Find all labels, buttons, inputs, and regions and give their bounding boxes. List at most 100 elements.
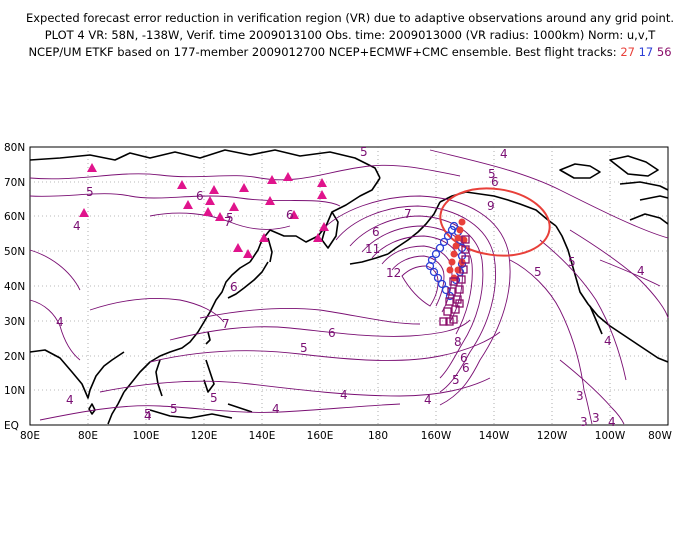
contour-label: 4 bbox=[424, 393, 432, 407]
raob-marker bbox=[233, 243, 243, 252]
contour-label: 4 bbox=[272, 402, 280, 416]
raob-marker bbox=[317, 190, 327, 199]
contour-labels: 4 5 6 7 4 5 6 6 5 4 4 5 5 6 7 9 11 12 8 … bbox=[56, 145, 645, 429]
contour-label: 3 bbox=[580, 415, 588, 429]
raob-marker bbox=[259, 233, 269, 242]
raob-marker bbox=[87, 163, 97, 172]
contour-label: 4 bbox=[56, 315, 64, 329]
map-frame bbox=[29, 146, 669, 426]
lon-tick-label: 120E bbox=[191, 430, 218, 442]
contour-label: 6 bbox=[460, 351, 468, 365]
contour-label: 4 bbox=[637, 264, 645, 278]
contour-label: 4 bbox=[66, 393, 74, 407]
contour-label: 5 bbox=[226, 211, 234, 225]
contour-label: 5 bbox=[210, 391, 218, 405]
raob-marker bbox=[229, 202, 239, 211]
flight-track-56 bbox=[439, 235, 470, 326]
raob-marker bbox=[203, 207, 213, 216]
raob-marker bbox=[183, 200, 193, 209]
contour-label: 5 bbox=[534, 265, 542, 279]
contour-label: 4 bbox=[340, 388, 348, 402]
contour-label: 5 bbox=[488, 167, 496, 181]
raob-marker bbox=[239, 183, 249, 192]
title-line-1: Expected forecast error reduction in ver… bbox=[25, 11, 675, 25]
raob-marker bbox=[177, 180, 187, 189]
lon-tick-label: 160E bbox=[307, 430, 334, 442]
raob-marker bbox=[317, 178, 327, 187]
contour-label: 4 bbox=[608, 415, 616, 429]
contour-label: 5 bbox=[170, 402, 178, 416]
title-block: Expected forecast error reduction in ver… bbox=[0, 10, 700, 61]
lon-tick-label: 80W bbox=[648, 430, 672, 442]
lon-tick-label: 80E bbox=[78, 430, 98, 442]
lon-tick-label: 120W bbox=[537, 430, 568, 442]
lon-tick-label: 100W bbox=[595, 430, 626, 442]
contour-lines bbox=[29, 149, 669, 425]
raob-marker bbox=[79, 208, 89, 217]
raob-marker bbox=[319, 222, 329, 231]
lat-tick-label: 10N bbox=[4, 385, 25, 397]
lat-tick-label: 30N bbox=[4, 316, 25, 328]
raob-marker bbox=[265, 196, 275, 205]
contour-label: 7 bbox=[404, 207, 412, 221]
contour-label: 6 bbox=[286, 208, 294, 222]
lat-tick-label: 50N bbox=[4, 246, 25, 258]
lat-tick-label: EQ bbox=[4, 420, 19, 432]
lon-tick-label: 140E bbox=[249, 430, 276, 442]
verification-region-circle bbox=[439, 187, 551, 257]
contour-label: 6 bbox=[491, 175, 499, 189]
title-line-2: PLOT 4 VR: 58N, -138W, Verif. time 20090… bbox=[44, 28, 656, 42]
contour-label: 5 bbox=[360, 145, 368, 159]
lat-tick-label: 60N bbox=[4, 211, 25, 223]
raob-marker bbox=[289, 210, 299, 219]
contour-label: 5 bbox=[300, 341, 308, 355]
contour-label: 6 bbox=[328, 326, 336, 340]
contour-label: 11 bbox=[365, 242, 380, 256]
contour-label: 8 bbox=[454, 335, 462, 349]
lat-tick-label: 70N bbox=[4, 177, 25, 189]
title-line-3-prefix: NCEP/UM ETKF based on 177-member 2009012… bbox=[28, 45, 617, 59]
contour-label: 12 bbox=[386, 266, 401, 280]
lon-tick-label: 140W bbox=[479, 430, 510, 442]
longitude-axis: 80E 80E 100E 120E 140E 160E 180 160W 140… bbox=[20, 430, 672, 442]
lat-tick-label: 20N bbox=[4, 351, 25, 363]
contour-label: 7 bbox=[224, 215, 232, 229]
contour-label: 4 bbox=[500, 147, 508, 161]
lon-tick-label: 80E bbox=[20, 430, 40, 442]
contour-label: 6 bbox=[372, 225, 380, 239]
contour-label: 4 bbox=[604, 334, 612, 348]
flight-track-17-label: 17 bbox=[638, 45, 654, 59]
contour-label: 6 bbox=[230, 280, 238, 294]
raob-marker bbox=[243, 249, 253, 258]
raob-marker bbox=[205, 196, 215, 205]
raob-marker bbox=[267, 175, 277, 184]
raob-marker bbox=[209, 185, 219, 194]
raob-marker bbox=[215, 212, 225, 221]
lat-tick-label: 80N bbox=[4, 142, 25, 154]
coastlines bbox=[29, 149, 669, 425]
contour-label: 4 bbox=[144, 409, 152, 423]
contour-label: 6 bbox=[196, 189, 204, 203]
lon-tick-label: 100E bbox=[133, 430, 160, 442]
raob-marker bbox=[283, 172, 293, 181]
contour-label: 5 bbox=[452, 373, 460, 387]
raob-marker bbox=[313, 233, 323, 242]
contour-label: 4 bbox=[73, 219, 81, 233]
raob-markers bbox=[79, 163, 329, 258]
contour-label: 7 bbox=[222, 317, 230, 331]
contour-label: 3 bbox=[592, 411, 600, 425]
contour-label: 5 bbox=[144, 407, 152, 421]
title-line-3: NCEP/UM ETKF based on 177-member 2009012… bbox=[0, 44, 700, 61]
lon-tick-label: 160W bbox=[421, 430, 452, 442]
flight-track-27-label: 27 bbox=[620, 45, 635, 59]
lat-tick-label: 40N bbox=[4, 281, 25, 293]
contour-label: 5 bbox=[86, 185, 94, 199]
flight-track-56-label: 56 bbox=[656, 45, 672, 59]
lon-tick-label: 180 bbox=[368, 430, 388, 442]
contour-label: 9 bbox=[487, 199, 495, 213]
contour-label: 3 bbox=[576, 389, 584, 403]
contour-label: 6 bbox=[462, 361, 470, 375]
contour-label: 5 bbox=[568, 255, 576, 269]
latitude-axis: EQ 10N 20N 30N 40N 50N 60N 70N 80N bbox=[4, 142, 25, 432]
